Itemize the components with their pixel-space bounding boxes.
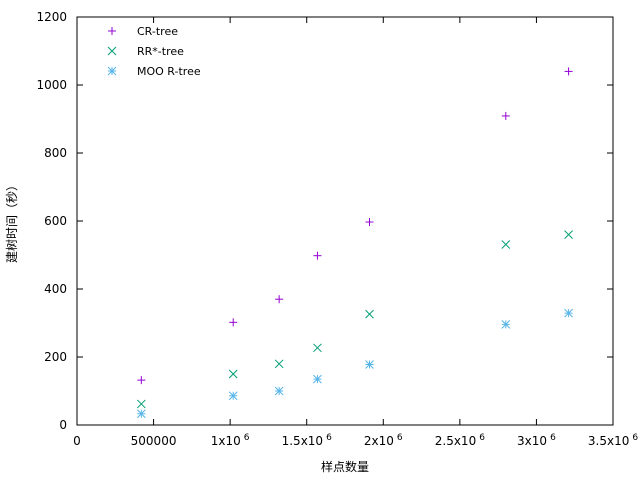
y-tick-label: 1200 xyxy=(36,10,67,24)
x-tick-label-base: 1.5x10 xyxy=(282,434,323,448)
y-axis-title: 建树时间（秒） xyxy=(4,179,19,263)
point-cross-series-1 xyxy=(365,309,374,319)
point-star-series-2 xyxy=(313,374,322,384)
y-tick-label: 600 xyxy=(44,214,67,228)
x-tick-label: 3.5x10 6 xyxy=(588,433,638,448)
x-tick-label: 3x10 6 xyxy=(517,433,556,448)
point-star-series-2 xyxy=(136,409,146,419)
point-cross-series-1 xyxy=(274,359,284,369)
x-axis: 0 500000 1x10 6 1.5x10 6 2x10 6 2.5x10 6 3x10 6 3.5x… xyxy=(73,17,638,448)
y-tick-label: 200 xyxy=(44,350,67,364)
point-cross-series-1 xyxy=(228,369,238,379)
point-star-series-2 xyxy=(501,320,511,329)
point-plus-series-0 xyxy=(137,376,146,385)
point-star-series-2 xyxy=(228,391,238,401)
point-plus-series-0 xyxy=(501,111,510,120)
x-tick-label-exponent: 6 xyxy=(397,433,403,443)
point-plus-series-0 xyxy=(564,67,573,76)
legend-label: RR*-tree xyxy=(137,45,184,58)
point-cross-series-1 xyxy=(564,230,573,239)
point-cross-series-1 xyxy=(501,240,511,249)
point-plus-series-0 xyxy=(275,295,284,304)
x-tick-label-exponent: 6 xyxy=(550,433,556,443)
y-tick-label: 400 xyxy=(44,282,67,296)
y-tick-label: 0 xyxy=(59,418,67,432)
x-tick-label-exponent: 6 xyxy=(479,433,485,443)
legend-marker-plus xyxy=(108,27,116,35)
y-axis: 0 200 400 600 800 1000 1200 xyxy=(36,10,613,432)
data-points xyxy=(136,67,573,419)
point-plus-series-0 xyxy=(229,318,238,327)
y-tick-label: 1000 xyxy=(36,78,67,92)
x-tick-label-base: 2.5x10 xyxy=(435,434,476,448)
x-tick-label-base: 2x10 xyxy=(364,434,394,448)
x-tick-label-exponent: 6 xyxy=(244,433,250,443)
x-axis-title: 样点数量 xyxy=(321,459,369,474)
x-tick-label-exponent: 6 xyxy=(632,433,638,443)
x-tick-label-base: 1x10 xyxy=(211,434,241,448)
point-cross-series-1 xyxy=(313,343,322,353)
x-tick-label: 2x10 6 xyxy=(364,433,403,448)
legend-marker-star xyxy=(107,66,117,76)
point-star-series-2 xyxy=(564,308,573,318)
x-tick-label: 2.5x10 6 xyxy=(435,433,485,448)
point-star-series-2 xyxy=(274,386,284,396)
x-tick-label-base: 500000 xyxy=(131,434,177,448)
legend: CR-tree RR*-tree MOO R-tree xyxy=(107,25,201,78)
plot-frame xyxy=(76,16,614,426)
x-tick-label-base: 3.5x10 xyxy=(588,434,629,448)
x-tick-label-base: 0 xyxy=(73,434,81,448)
point-plus-series-0 xyxy=(365,218,374,227)
x-tick-label: 1.5x10 6 xyxy=(282,433,332,448)
point-star-series-2 xyxy=(365,360,374,369)
x-tick-label: 0 xyxy=(73,434,81,448)
legend-label: CR-tree xyxy=(137,25,178,38)
legend-label: MOO R-tree xyxy=(137,65,201,78)
x-tick-label-base: 3x10 xyxy=(517,434,547,448)
point-plus-series-0 xyxy=(313,251,322,260)
y-tick-label: 800 xyxy=(44,146,67,160)
point-cross-series-1 xyxy=(136,399,146,409)
x-tick-label-exponent: 6 xyxy=(326,433,332,443)
x-tick-label: 500000 xyxy=(131,434,177,448)
legend-marker-cross xyxy=(107,46,117,56)
x-tick-label: 1x10 6 xyxy=(211,433,250,448)
